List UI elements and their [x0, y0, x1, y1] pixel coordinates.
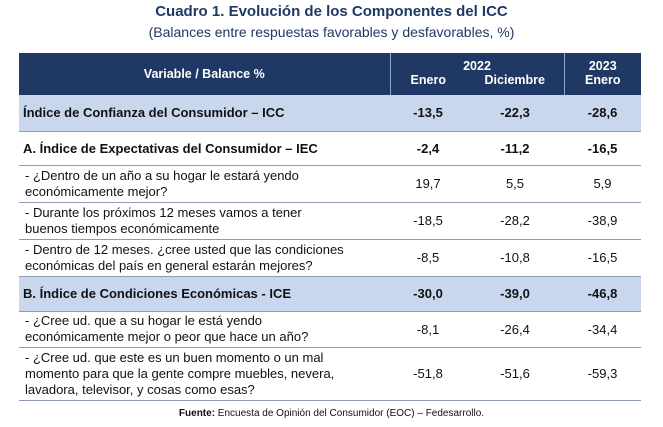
icc-table: Variable / Balance % 2022 2023 Enero Dic…	[19, 53, 641, 401]
value-enero-2023: -46,8	[564, 276, 641, 312]
row-label: Índice de Confianza del Consumidor – ICC	[19, 95, 390, 132]
row-label: - ¿Cree ud. que a su hogar le está yendo…	[19, 311, 390, 348]
value-diciembre-2022: -51,6	[466, 347, 564, 401]
header-year-2023: 2023	[564, 53, 641, 73]
value-diciembre-2022: -39,0	[466, 276, 564, 312]
table-row-icc: Índice de Confianza del Consumidor – ICC…	[19, 95, 641, 132]
row-label: - Durante los próximos 12 meses vamos a …	[19, 202, 390, 240]
source-note: Fuente: Encuesta de Opinión del Consumid…	[178, 408, 485, 419]
value-diciembre-2022: -22,3	[466, 95, 564, 132]
header-variable: Variable / Balance %	[19, 53, 391, 95]
table-title: Cuadro 1. Evolución de los Componentes d…	[155, 3, 508, 20]
value-enero-2023: -16,5	[564, 239, 641, 277]
value-enero-2022: -13,5	[390, 95, 466, 132]
row-label: B. Índice de Condiciones Económicas - IC…	[19, 276, 390, 312]
row-label: - ¿Dentro de un año a su hogar le estará…	[19, 165, 390, 203]
value-enero-2022: -30,0	[390, 276, 466, 312]
value-diciembre-2022: -11,2	[466, 131, 564, 166]
header-year-2022: 2022	[390, 53, 565, 73]
header-diciembre-2022: Diciembre	[466, 73, 565, 95]
value-enero-2023: -34,4	[564, 311, 641, 348]
table-row: - Durante los próximos 12 meses vamos a …	[19, 202, 641, 240]
value-enero-2022: -2,4	[390, 131, 466, 166]
value-diciembre-2022: -10,8	[466, 239, 564, 277]
value-diciembre-2022: -26,4	[466, 311, 564, 348]
value-enero-2023: -38,9	[564, 202, 641, 240]
table-row: - ¿Cree ud. que este es un buen momento …	[19, 347, 641, 401]
value-enero-2023: -59,3	[564, 347, 641, 401]
value-diciembre-2022: -28,2	[466, 202, 564, 240]
table-row-ice: B. Índice de Condiciones Económicas - IC…	[19, 276, 641, 312]
table-row: - ¿Cree ud. que a su hogar le está yendo…	[19, 311, 641, 348]
value-enero-2023: -28,6	[564, 95, 641, 132]
value-enero-2022: 19,7	[390, 165, 466, 203]
value-enero-2022: -8,1	[390, 311, 466, 348]
table-row-iec: A. Índice de Expectativas del Consumidor…	[19, 131, 641, 166]
value-enero-2023: -16,5	[564, 131, 641, 166]
value-diciembre-2022: 5,5	[466, 165, 564, 203]
value-enero-2022: -18,5	[390, 202, 466, 240]
row-label: - Dentro de 12 meses. ¿cree usted que la…	[19, 239, 390, 277]
value-enero-2022: -51,8	[390, 347, 466, 401]
value-enero-2022: -8,5	[390, 239, 466, 277]
header-enero-2023: Enero	[564, 73, 641, 95]
row-label: A. Índice de Expectativas del Consumidor…	[19, 131, 390, 166]
row-label: - ¿Cree ud. que este es un buen momento …	[19, 347, 390, 401]
table-row: - Dentro de 12 meses. ¿cree usted que la…	[19, 239, 641, 277]
header-enero-2022: Enero	[390, 73, 466, 95]
table-subtitle: (Balances entre respuestas favorables y …	[148, 24, 515, 40]
value-enero-2023: 5,9	[564, 165, 641, 203]
table-header: Variable / Balance % 2022 2023 Enero Dic…	[19, 53, 641, 95]
table-row: - ¿Dentro de un año a su hogar le estará…	[19, 165, 641, 203]
